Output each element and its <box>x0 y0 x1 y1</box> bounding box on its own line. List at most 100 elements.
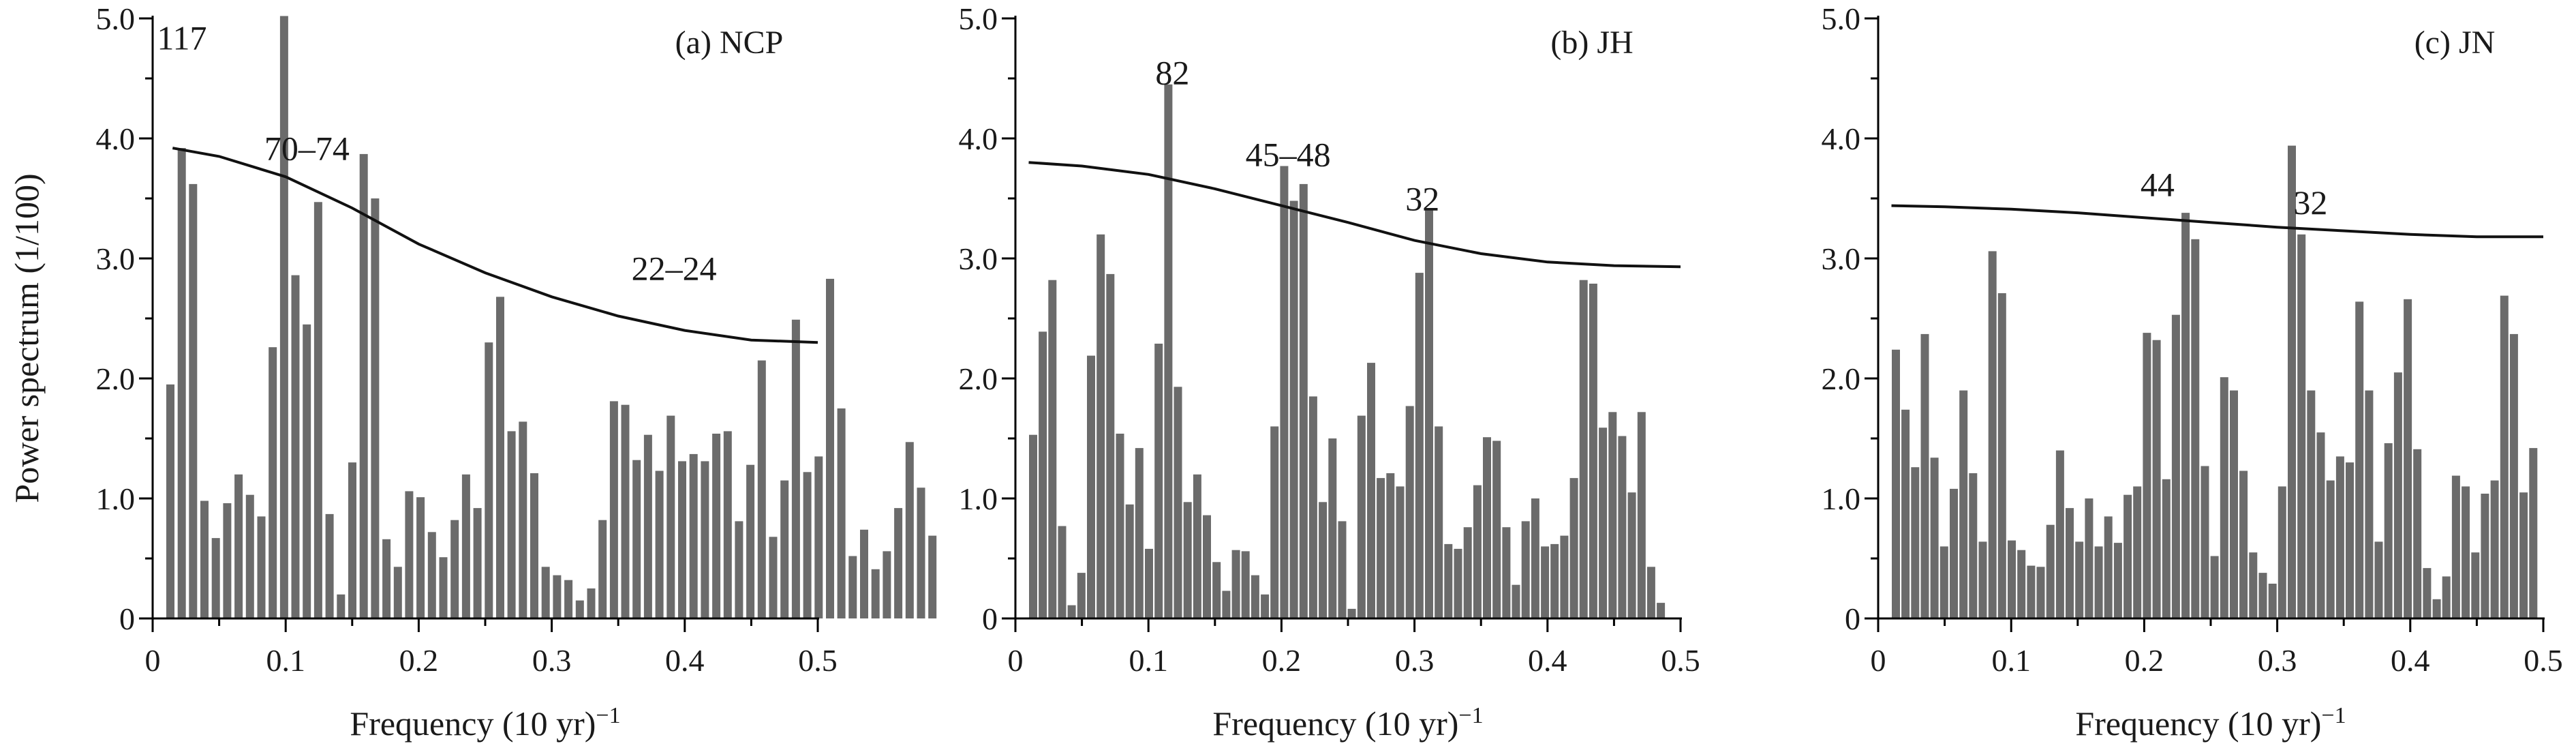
y-tick-label: 4.0 <box>959 121 998 156</box>
bar <box>2249 552 2258 618</box>
x-axis-title-main: Frequency (10 yr) <box>2075 704 2321 743</box>
bar <box>814 456 823 618</box>
bar <box>2278 486 2286 618</box>
bar <box>2316 432 2325 618</box>
bar <box>1145 548 1153 618</box>
y-tick-label: 3.0 <box>96 241 136 276</box>
bar <box>1405 406 1414 618</box>
bar <box>609 401 618 618</box>
bar <box>871 569 880 618</box>
bar <box>1087 355 1095 618</box>
bar <box>2027 565 2036 618</box>
bar <box>2152 340 2161 618</box>
bar <box>1415 273 1424 618</box>
bar <box>1589 284 1597 618</box>
bar <box>2490 480 2499 618</box>
bar <box>405 491 414 618</box>
bar <box>587 588 596 618</box>
bar <box>1347 608 1356 618</box>
bar <box>2046 524 2055 618</box>
bar <box>1492 440 1501 618</box>
peak-annotation: 70–74 <box>264 130 350 168</box>
bar <box>541 567 550 618</box>
bar <box>2201 466 2209 618</box>
bar <box>666 415 675 618</box>
bar <box>245 494 254 618</box>
bar <box>643 434 652 618</box>
peak-annotation: 117 <box>157 19 206 57</box>
bar <box>2075 541 2084 618</box>
bar <box>2181 213 2190 619</box>
bar <box>2346 462 2354 618</box>
bar <box>894 508 903 618</box>
x-tick-label: 0.4 <box>665 643 705 678</box>
bar <box>1473 485 1482 618</box>
bar <box>2123 494 2132 618</box>
bar <box>1029 434 1037 618</box>
peak-annotation: 32 <box>1405 180 1439 218</box>
bar <box>2519 492 2528 618</box>
bar <box>1988 251 1997 618</box>
bar <box>1377 478 1385 618</box>
bar <box>1901 409 1910 618</box>
bar <box>2509 333 2518 618</box>
bar <box>189 183 198 618</box>
bar <box>1550 543 1559 618</box>
bar <box>1212 562 1221 618</box>
panel-1: 0 1.0 2.0 3.0 4.0 5.0 0 0.1 0.2 0.3 0.4 0.5 Frequenc… <box>96 1 937 743</box>
y-tick-label: 2.0 <box>959 361 998 396</box>
y-tick-label: 0 <box>119 601 135 636</box>
bar <box>837 408 846 618</box>
bar <box>530 473 538 618</box>
bar <box>1531 498 1539 618</box>
bar <box>269 347 277 618</box>
peak-annotation: 44 <box>2141 165 2175 203</box>
bar <box>337 594 346 618</box>
bar <box>2036 567 2045 618</box>
bar <box>1338 521 1347 618</box>
bar <box>1997 293 2006 618</box>
bar <box>1203 515 1211 618</box>
bar <box>928 535 937 618</box>
bar <box>1319 502 1328 618</box>
bar <box>848 556 857 618</box>
bar <box>496 297 504 618</box>
bar <box>621 404 630 618</box>
bar <box>2055 450 2064 618</box>
bar <box>1183 502 1192 618</box>
bar <box>313 202 322 618</box>
bar <box>1892 349 1900 618</box>
x-axis-title-main: Frequency (10 yr) <box>350 704 596 743</box>
bar <box>826 278 834 618</box>
bar <box>1396 486 1405 618</box>
panel-3: 0 1.0 2.0 3.0 4.0 5.0 0 0.1 0.2 0.3 0.4 0.5 Frequenc… <box>1822 1 2563 743</box>
bar <box>1521 521 1530 618</box>
x-tick-label: 0 <box>1008 643 1024 678</box>
bar <box>211 538 220 618</box>
y-tick-label: 1.0 <box>959 481 998 516</box>
bar <box>177 148 186 619</box>
bar <box>1125 504 1134 618</box>
bar <box>2210 556 2219 618</box>
bar <box>2423 568 2432 618</box>
bar <box>2413 449 2422 618</box>
x-tick-label: 0.2 <box>399 643 439 678</box>
bar <box>2307 390 2316 618</box>
bar <box>1280 166 1289 618</box>
bar <box>393 567 402 618</box>
bar <box>1328 438 1337 618</box>
bar <box>234 474 243 618</box>
x-tick-label: 0.3 <box>2258 643 2297 678</box>
bar <box>1241 551 1250 618</box>
bar <box>1251 575 1259 618</box>
y-axis-title: Power spectrum (1/100) <box>7 173 46 503</box>
bar <box>2529 448 2538 618</box>
bar <box>564 580 573 618</box>
bar <box>2143 333 2151 618</box>
y-tick-label: 1.0 <box>96 481 136 516</box>
bar <box>1483 437 1491 618</box>
bar <box>1222 590 1231 618</box>
bar <box>1911 467 1920 618</box>
bar <box>1512 584 1520 618</box>
bar <box>2113 543 2122 618</box>
